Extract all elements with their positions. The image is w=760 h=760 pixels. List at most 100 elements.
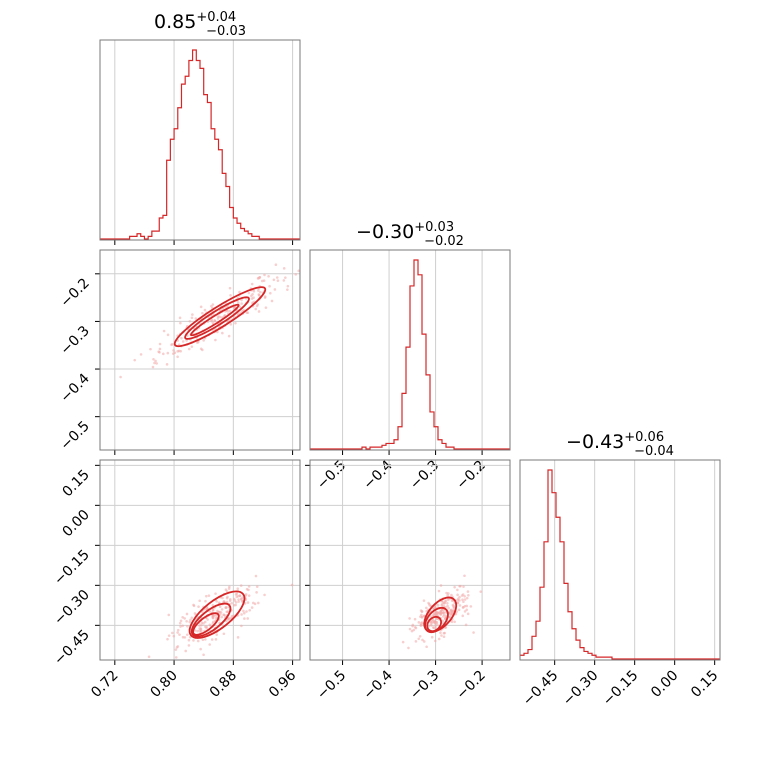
scatter-point	[419, 624, 423, 627]
scatter-point	[440, 634, 443, 637]
scatter-point	[263, 295, 267, 298]
scatter-point	[172, 349, 175, 352]
scatter-point	[456, 599, 460, 602]
scatter-point	[240, 302, 243, 305]
scatter-point	[236, 587, 240, 590]
scatter-point	[196, 639, 200, 643]
scatter-point	[190, 316, 194, 320]
scatter-point	[199, 647, 202, 651]
scatter-point	[448, 615, 452, 619]
title-minus: −0.03	[206, 24, 246, 39]
scatter-point	[263, 273, 266, 277]
scatter-point	[166, 351, 170, 355]
scatter-point	[435, 617, 439, 621]
scatter-point	[255, 591, 258, 594]
scatter-point	[430, 635, 434, 639]
x-tick-label: −0.4	[361, 667, 396, 702]
scatter-point	[294, 273, 298, 276]
scatter-point	[459, 584, 462, 588]
scatter-point	[152, 357, 155, 361]
scatter-point	[187, 644, 191, 647]
param2-marginal-panel: −0.30+0.03 −0.02 −0.5 −0.4 −0.3 −0.2	[309, 220, 511, 493]
scatter-point	[228, 286, 232, 290]
scatter-point	[180, 336, 183, 340]
y-tick-label: −0.3	[57, 323, 92, 358]
scatter-point	[254, 574, 258, 578]
scatter-point	[422, 640, 426, 643]
scatter-point	[192, 603, 195, 607]
panel-frame	[99, 39, 301, 241]
scatter-point	[174, 656, 178, 659]
scatter-point	[167, 634, 171, 637]
scatter-point	[189, 618, 192, 622]
scatter-point	[461, 598, 464, 601]
scatter-point	[456, 588, 459, 592]
scatter-point	[242, 611, 246, 615]
scatter-point	[187, 347, 191, 351]
scatter-point	[445, 591, 448, 595]
scatter-point	[446, 598, 450, 602]
scatter-point	[240, 624, 243, 628]
scatter-point	[204, 599, 207, 603]
scatter-point	[206, 618, 209, 621]
scatter-point	[256, 303, 260, 306]
scatter-point	[147, 655, 151, 659]
scatter-point	[167, 613, 171, 617]
param3-marginal-panel: −0.43+0.06 −0.04 −0.45−0.30−0.15 0.00 0.15	[519, 430, 721, 710]
x-tick-label: −0.5	[314, 668, 349, 703]
scatter-point	[446, 601, 449, 605]
scatter-point	[223, 314, 226, 317]
scatter-point	[417, 637, 421, 641]
histogram-step-line	[100, 49, 300, 240]
scatter-point	[256, 277, 260, 280]
x-tick-label: −0.45	[520, 668, 562, 710]
scatter-point	[465, 608, 469, 612]
scatter-point	[264, 306, 268, 309]
scatter-point	[179, 619, 183, 623]
scatter-points	[119, 263, 300, 379]
scatter-point	[479, 590, 483, 593]
scatter-point	[219, 611, 223, 614]
title-plus: +0.04	[196, 10, 236, 25]
scatter-point	[286, 284, 290, 288]
title-minus: −0.04	[634, 444, 674, 459]
scatter-point	[217, 610, 221, 614]
scatter-point	[192, 639, 195, 642]
contour-level-1	[190, 303, 240, 337]
title-minus: −0.02	[424, 234, 464, 249]
panel-title: −0.30+0.03 −0.02	[356, 220, 464, 249]
scatter-point	[204, 638, 207, 641]
scatter-point	[457, 608, 461, 612]
scatter-point	[290, 583, 294, 587]
scatter-point	[245, 587, 249, 591]
scatter-point	[425, 606, 428, 610]
scatter-point	[179, 625, 182, 628]
scatter-point	[119, 375, 122, 379]
scatter-point	[230, 601, 234, 605]
x-tick-label: −0.15	[600, 668, 642, 710]
scatter-point	[202, 653, 205, 657]
scatter-point	[181, 616, 184, 619]
scatter-point	[472, 631, 475, 634]
scatter-point	[263, 593, 266, 597]
panel-title: −0.43+0.06 −0.04	[566, 430, 674, 459]
scatter-point	[248, 608, 251, 612]
scatter-point	[208, 610, 212, 613]
scatter-point	[439, 584, 443, 587]
scatter-point	[237, 598, 240, 601]
scatter-point	[284, 276, 287, 279]
scatter-point	[200, 623, 203, 627]
scatter-point	[408, 617, 411, 620]
scatter-point	[208, 623, 212, 627]
scatter-point	[463, 610, 467, 613]
x-tick-label: −0.4	[361, 457, 396, 492]
scatter-point	[412, 628, 416, 632]
scatter-point	[411, 623, 415, 627]
scatter-point	[191, 313, 194, 316]
scatter-point	[257, 293, 261, 296]
scatter-point	[463, 574, 466, 578]
scatter-point	[151, 365, 155, 369]
scatter-point	[214, 638, 218, 641]
scatter-point	[185, 633, 189, 637]
scatter-point	[232, 597, 236, 601]
